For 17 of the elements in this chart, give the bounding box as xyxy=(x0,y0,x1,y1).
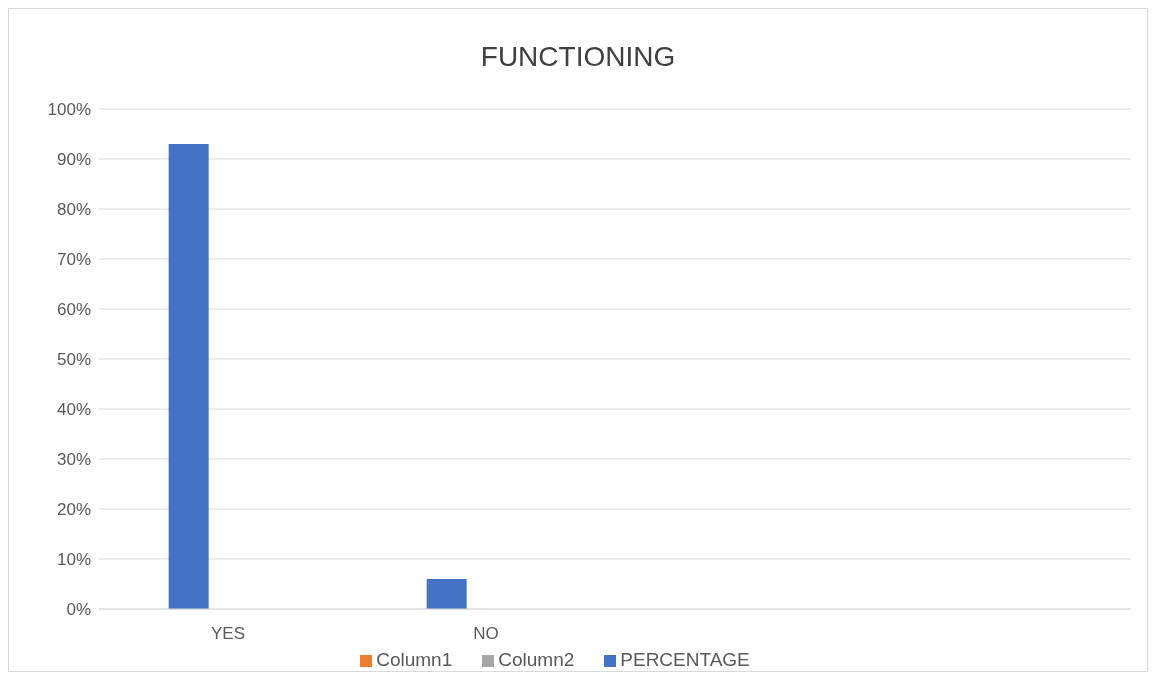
chart-title: FUNCTIONING xyxy=(479,41,677,74)
y-tick-label: 90% xyxy=(56,150,91,170)
legend-label: Column1 xyxy=(376,649,453,670)
y-tick-label: 10% xyxy=(56,550,91,570)
y-tick-label: 40% xyxy=(56,400,91,420)
y-tick-label: 70% xyxy=(56,250,91,270)
y-tick-label: 20% xyxy=(56,500,91,520)
y-tick-label: 50% xyxy=(56,350,91,370)
legend-label: PERCENTAGE xyxy=(620,649,750,670)
legend-label: Column2 xyxy=(498,649,575,670)
y-tick-label: 30% xyxy=(56,450,91,470)
x-tick-label: NO xyxy=(473,624,499,644)
x-tick-label: YES xyxy=(210,624,246,644)
y-tick-label: 80% xyxy=(56,200,91,220)
y-tick-label: 0% xyxy=(66,600,91,620)
y-tick-label: 60% xyxy=(56,300,91,320)
y-tick-label: 100% xyxy=(47,100,91,120)
